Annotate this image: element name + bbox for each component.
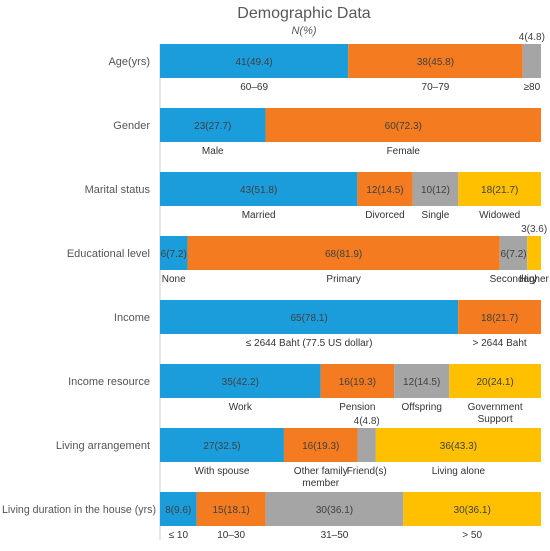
data-label: 4(4.8) xyxy=(519,32,545,43)
bar-segment xyxy=(265,492,404,526)
bar-segment xyxy=(160,428,284,462)
bar-segment xyxy=(348,44,523,78)
data-label: 41(49.4) xyxy=(235,57,272,68)
chart-title: Demographic Data xyxy=(237,5,371,22)
bar-segment xyxy=(522,44,541,78)
data-label: 8(9.6) xyxy=(165,505,191,516)
data-label: 30(36.1) xyxy=(316,505,353,516)
data-label: 3(3.6) xyxy=(521,224,547,235)
bar-segment xyxy=(394,364,450,398)
data-label: 27(32.5) xyxy=(203,441,240,452)
data-label: 16(19.3) xyxy=(339,377,376,388)
data-label: 38(45.8) xyxy=(417,57,454,68)
data-label: 35(42.2) xyxy=(222,377,259,388)
data-label: 23(27.7) xyxy=(194,121,231,132)
segment-label: Divorced xyxy=(365,210,404,221)
bar-segment xyxy=(449,364,541,398)
segment-label: > 2644 Baht xyxy=(472,338,526,349)
category-label: Marital status xyxy=(85,184,151,196)
segment-label: Single xyxy=(422,210,450,221)
data-label: 68(81.9) xyxy=(325,249,362,260)
bar-segment xyxy=(160,172,358,206)
data-label: 18(21.7) xyxy=(481,185,518,196)
bar-segment xyxy=(196,492,266,526)
segment-label: 60–69 xyxy=(240,82,268,93)
segment-label: Other family xyxy=(294,466,348,477)
category-label: Gender xyxy=(113,120,150,132)
segment-label: With spouse xyxy=(194,466,249,477)
segment-label: Higher xyxy=(519,274,549,285)
segment-label: Offspring xyxy=(401,402,441,413)
data-label: 6(7.2) xyxy=(500,249,526,260)
bar-segment xyxy=(357,428,376,462)
bar-segment xyxy=(527,236,541,270)
segment-label: member xyxy=(302,478,339,489)
data-label: 15(18.1) xyxy=(213,505,250,516)
segment-label: Male xyxy=(202,146,224,157)
bar-segment xyxy=(160,44,349,78)
bar-segment xyxy=(160,492,197,526)
segment-label: Support xyxy=(478,414,513,425)
category-label: Living arrangement xyxy=(56,440,150,452)
segment-label: ≤ 10 xyxy=(169,530,189,541)
segment-label: Secondary xyxy=(490,274,538,285)
bar-segment xyxy=(375,428,541,462)
category-label: Living duration in the house (yrs) xyxy=(2,504,156,516)
data-label: 43(51.8) xyxy=(240,185,277,196)
bar-segment xyxy=(160,108,266,142)
data-label: 10(12) xyxy=(421,185,450,196)
bar-segment xyxy=(283,428,358,462)
data-label: 4(4.8) xyxy=(354,416,380,427)
segment-label: None xyxy=(162,274,186,285)
segment-label: Work xyxy=(229,402,253,413)
bar-segment xyxy=(458,300,541,334)
segment-label: 31–50 xyxy=(321,530,349,541)
segment-label: ≤ 2644 Baht (77.5 US dollar) xyxy=(246,338,373,349)
data-label: 18(21.7) xyxy=(481,313,518,324)
bar-segment xyxy=(265,108,541,142)
bars-layer: Age(yrs) 41(49.4) 60–69 38(45.8) 70–79 4(4.8)… xyxy=(2,32,550,541)
data-label: 16(19.3) xyxy=(302,441,339,452)
segment-label: Primary xyxy=(326,274,360,285)
category-label: Income xyxy=(114,312,150,324)
data-label: 12(14.5) xyxy=(366,185,403,196)
segment-label: ≥80 xyxy=(524,82,541,93)
segment-label: Married xyxy=(242,210,276,221)
bar-segment xyxy=(160,236,188,270)
chart-subtitle: N(%) xyxy=(291,25,316,37)
data-label: 65(78.1) xyxy=(290,313,327,324)
segment-label: > 50 xyxy=(462,530,482,541)
segment-label: 70–79 xyxy=(422,82,450,93)
bar-segment xyxy=(499,236,528,270)
data-label: 30(36.1) xyxy=(454,505,491,516)
bar-segment xyxy=(160,364,321,398)
bar-segment xyxy=(320,364,395,398)
bar-segment xyxy=(160,300,459,334)
segment-label: Friend(s) xyxy=(347,466,387,477)
bar-segment xyxy=(403,492,541,526)
segment-label: Female xyxy=(387,146,421,157)
category-label: Educational level xyxy=(67,248,150,260)
segment-label: Government xyxy=(468,402,523,413)
category-label: Age(yrs) xyxy=(108,56,150,68)
segment-label: Living alone xyxy=(432,466,486,477)
segment-label: Widowed xyxy=(479,210,520,221)
data-label: 60(72.3) xyxy=(385,121,422,132)
bar-segment xyxy=(187,236,500,270)
bar-segment xyxy=(458,172,541,206)
segment-label: Pension xyxy=(339,402,375,413)
data-label: 12(14.5) xyxy=(403,377,440,388)
segment-label: 10–30 xyxy=(217,530,245,541)
bar-segment xyxy=(357,172,413,206)
bar-segment xyxy=(412,172,459,206)
data-label: 36(43.3) xyxy=(440,441,477,452)
data-label: 6(7.2) xyxy=(161,249,187,260)
category-label: Income resource xyxy=(68,376,150,388)
data-label: 20(24.1) xyxy=(477,377,514,388)
